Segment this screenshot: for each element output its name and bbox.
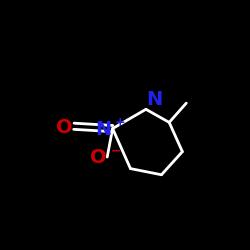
Text: −: − (110, 144, 121, 158)
Text: N: N (95, 120, 111, 139)
Text: +: + (115, 116, 126, 129)
Text: O: O (56, 118, 73, 137)
Text: O: O (90, 148, 106, 167)
Text: N: N (147, 90, 163, 108)
